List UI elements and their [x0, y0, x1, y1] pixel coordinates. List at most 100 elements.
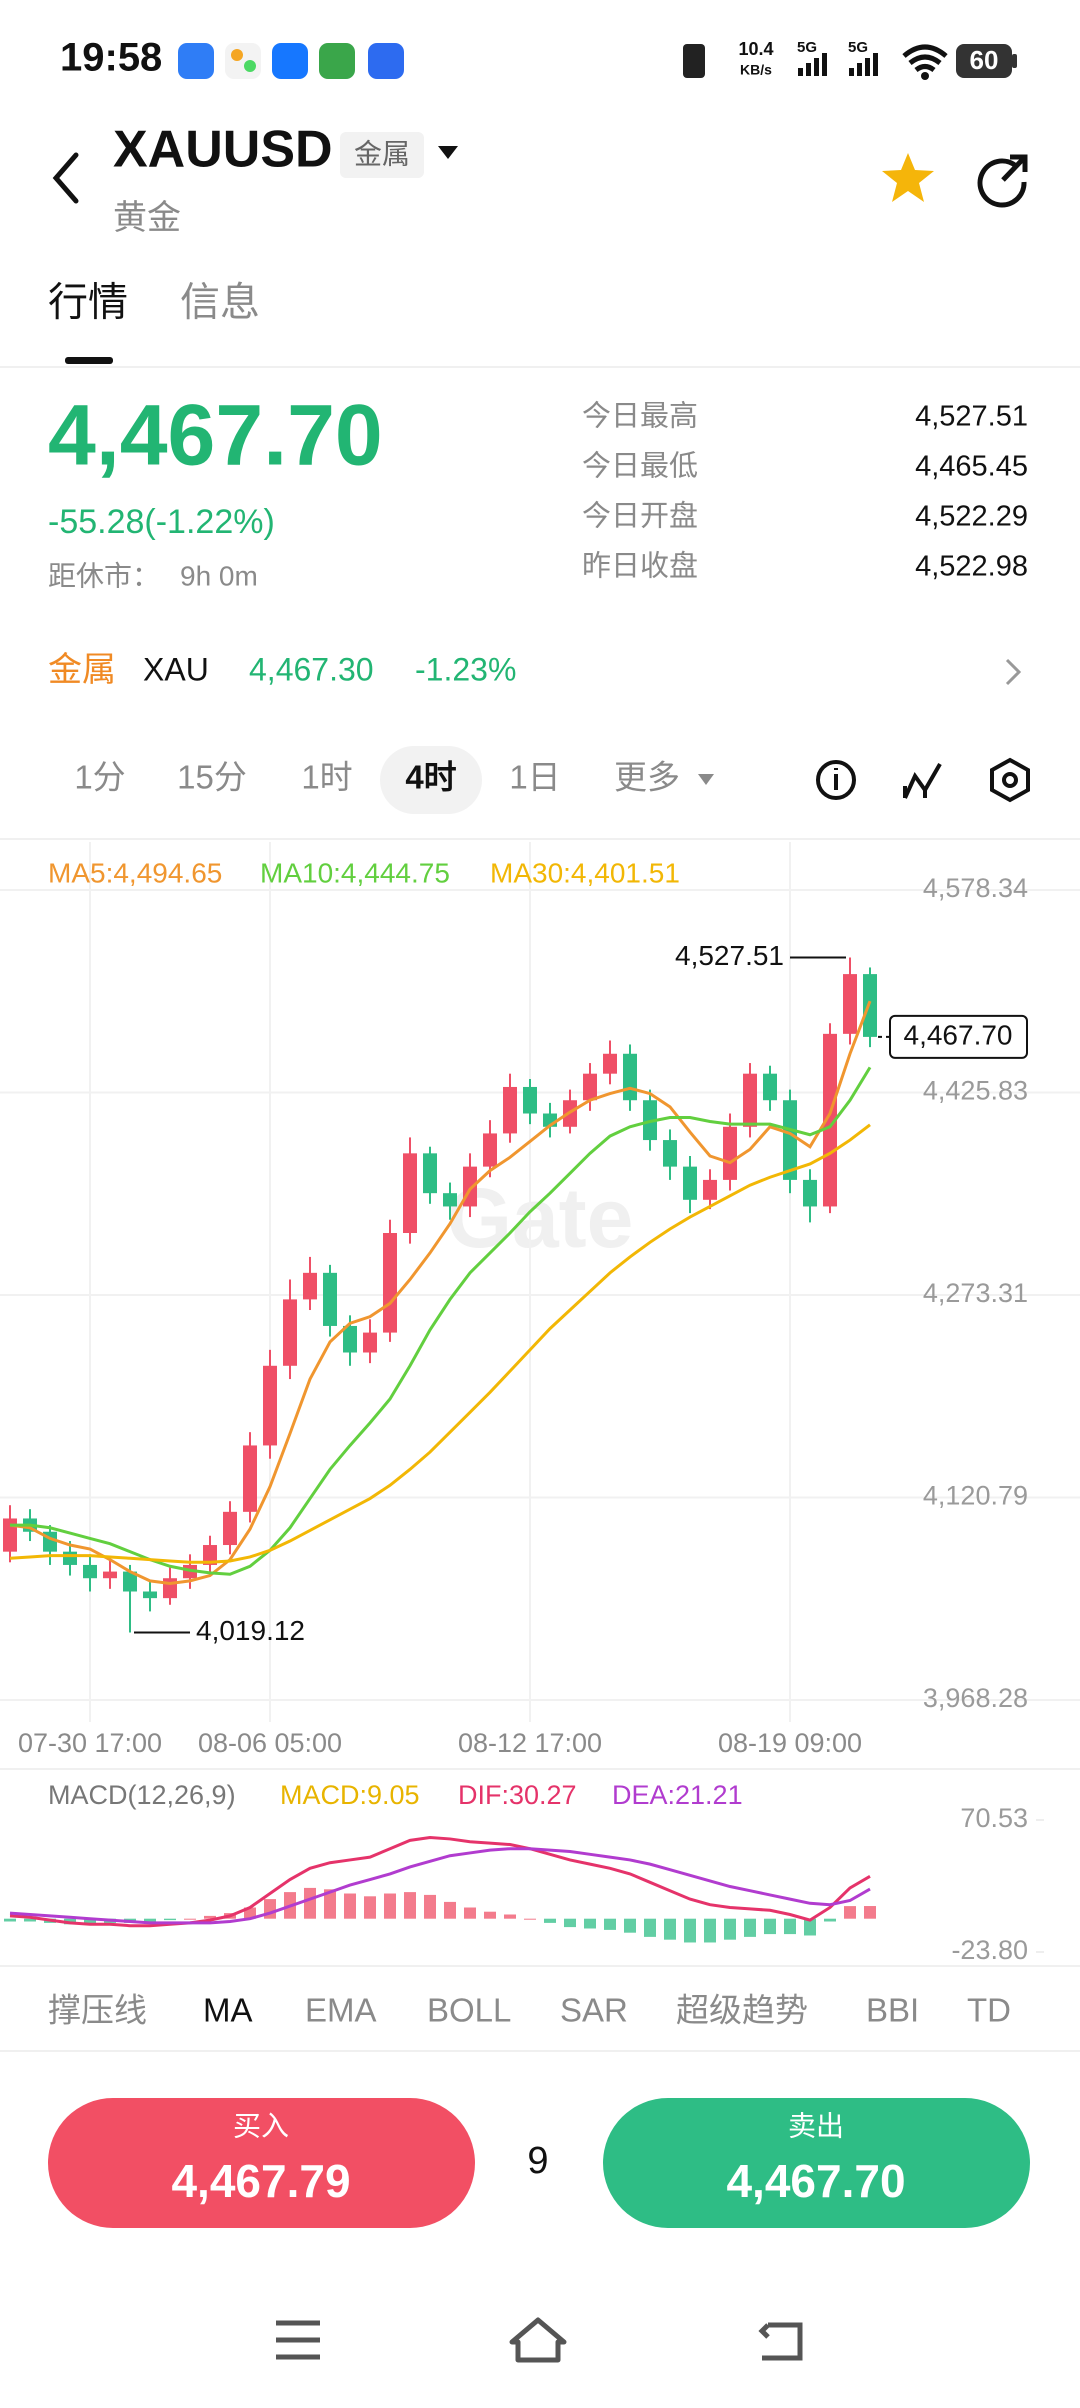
indicator-icon[interactable]	[903, 763, 942, 799]
x-tick-label: 07-30 17:00	[18, 1728, 162, 1758]
macd-bar	[864, 1906, 876, 1919]
status-time: 19:58	[60, 36, 162, 80]
interval-more[interactable]: 更多	[614, 759, 680, 796]
buy-button[interactable]: 买入 4,467.79	[48, 2098, 475, 2228]
indicator-tab[interactable]: BOLL	[427, 1992, 511, 2029]
stat-value: 4,527.51	[915, 401, 1028, 433]
candle-body	[623, 1053, 637, 1101]
last-label: 4,467.70	[904, 1019, 1013, 1050]
favorite-star[interactable]	[882, 153, 934, 202]
x-tick-label: 08-12 17:00	[458, 1728, 602, 1758]
candle-body	[783, 1100, 797, 1180]
related-row[interactable]: 金属 XAU 4,467.30 -1.23%	[48, 651, 1022, 689]
candle-body	[103, 1571, 117, 1579]
macd-bar	[844, 1906, 856, 1919]
macd-bar	[384, 1893, 396, 1919]
divider	[0, 1965, 1080, 1967]
last-box	[889, 1014, 1028, 1059]
legend-entry: MACD:9.05	[280, 1780, 420, 1810]
candle-body	[743, 1073, 757, 1127]
macd-bar	[824, 1918, 836, 1922]
app-icon-dot	[244, 60, 256, 72]
tab[interactable]: 信息	[180, 281, 260, 325]
interval[interactable]: 1分	[74, 759, 125, 796]
macd-bar	[784, 1918, 796, 1935]
macd-bar	[524, 1918, 536, 1920]
macd-bar	[464, 1907, 476, 1919]
indicator-tab[interactable]: 超级趋势	[676, 1992, 808, 2029]
net-unit: KB/s	[740, 62, 772, 78]
low-label: 4,019.12	[196, 1615, 305, 1646]
interval[interactable]: 15分	[177, 759, 247, 796]
macd-bar	[604, 1918, 616, 1930]
indicator-tab[interactable]: SAR	[560, 1992, 628, 2029]
indicator-tab[interactable]: BBI	[866, 1992, 919, 2029]
macd-bar	[4, 1918, 16, 1922]
sell-label: 卖出	[788, 2110, 844, 2141]
last-price: 4,467.70	[48, 388, 383, 484]
candle-body	[803, 1179, 817, 1207]
divider	[0, 366, 1080, 368]
wifi-dot	[921, 72, 929, 80]
tab-active[interactable]: 行情	[48, 281, 128, 325]
candle-body	[423, 1153, 437, 1194]
settings-icon[interactable]	[990, 757, 1030, 803]
macd-bar	[644, 1918, 656, 1937]
related-category: 金属	[48, 651, 116, 689]
high-label: 4,527.51	[675, 940, 784, 971]
y-tick-label: 3,968.28	[923, 1683, 1028, 1713]
buy-price: 4,467.79	[171, 2155, 350, 2207]
close-label: 距休市：	[48, 560, 160, 591]
nav-menu[interactable]	[276, 2320, 320, 2360]
macd-bar	[24, 1918, 36, 1922]
macd-bar	[504, 1914, 516, 1919]
spread: 9	[527, 2140, 548, 2182]
share-icon[interactable]	[977, 158, 1027, 208]
y-tick-label: -23.80	[951, 1935, 1028, 1965]
candle-body	[3, 1518, 17, 1552]
back-button[interactable]	[52, 152, 79, 204]
ma-line	[9, 1123, 871, 1564]
interval[interactable]: 1日	[509, 759, 560, 796]
candle-body	[143, 1591, 157, 1599]
related-price: 4,467.30	[249, 651, 374, 687]
candle-body	[123, 1571, 137, 1592]
candle-body	[503, 1086, 517, 1134]
macd-bar	[584, 1918, 596, 1929]
settings-dot	[1002, 772, 1018, 788]
interval-active[interactable]: 4时	[405, 759, 456, 796]
stats: 今日最高 4,527.51 今日最低 4,465.45 今日开盘 4,522.2…	[582, 400, 1028, 583]
candle-body	[223, 1511, 237, 1546]
related-change: -1.23%	[415, 651, 516, 687]
candle-body	[483, 1133, 497, 1167]
candle-body	[763, 1073, 777, 1101]
candle-body	[843, 974, 857, 1034]
nav-back[interactable]	[758, 2322, 803, 2361]
macd-bar	[404, 1892, 416, 1919]
indicator-tab[interactable]: EMA	[305, 1992, 377, 2029]
macd-bar	[204, 1915, 216, 1919]
macd-bar	[804, 1918, 816, 1936]
price-chart: Gate 4,578.34 4,425.83 4,273.31 4,120.79 3,96…	[0, 842, 1080, 1758]
indicator-tab[interactable]: TD	[967, 1992, 1011, 2029]
candle-body	[823, 1033, 837, 1207]
candle-body	[383, 1233, 397, 1333]
indicator-tab-active[interactable]: MA	[203, 1992, 253, 2029]
interval-active-bg	[380, 746, 482, 814]
y-tick-label: 4,273.31	[923, 1278, 1028, 1308]
indicator-tab[interactable]: 撑压线	[48, 1992, 147, 2029]
nav-home[interactable]	[509, 2317, 567, 2363]
candle-body	[683, 1166, 697, 1200]
symbol-dropdown[interactable]	[438, 146, 458, 159]
sell-button[interactable]: 卖出 4,467.70	[603, 2098, 1030, 2228]
macd-bar	[664, 1918, 676, 1940]
macd-bar	[184, 1918, 196, 1920]
y-tick-label: 4,425.83	[923, 1076, 1028, 1106]
stat-label: 昨日收盘	[582, 550, 698, 583]
info-icon[interactable]	[816, 760, 856, 800]
divider	[0, 2050, 1080, 2052]
app-icon-dot	[231, 49, 243, 61]
divider	[0, 838, 1080, 840]
signal-1	[798, 53, 827, 76]
interval[interactable]: 1时	[301, 759, 352, 796]
